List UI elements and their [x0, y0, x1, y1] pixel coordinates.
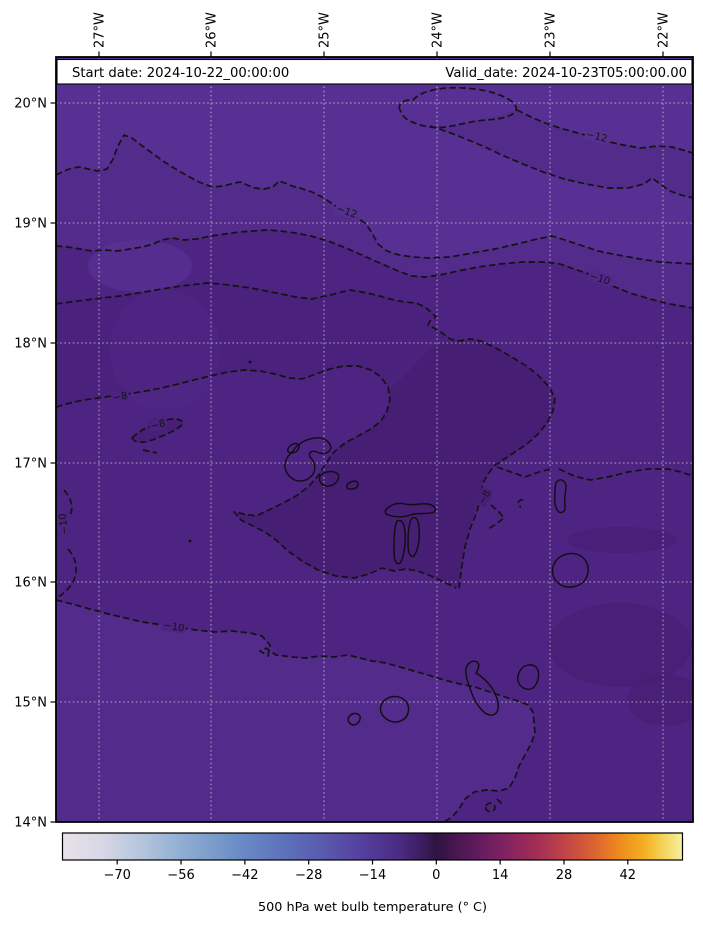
colorbar-ticks: −70 −56 −42 −28 −14 0 14 28 42 [103, 860, 636, 883]
island-santiago [465, 660, 499, 716]
contour-label: −10 [56, 511, 71, 537]
contour-minus12-long [56, 134, 693, 265]
contour-minus12-blob [398, 86, 518, 129]
y-tick-label: 18°N [14, 337, 47, 352]
fill-region-core [234, 340, 554, 588]
colorbar-tick-label: 0 [432, 868, 440, 883]
x-tick-label: 27°W [93, 12, 108, 48]
island-brava [347, 712, 361, 726]
subtle-shade-patches [88, 240, 693, 726]
colorbar-tick-label: 28 [556, 868, 573, 883]
contour-label-text: −10 [58, 513, 71, 535]
x-tick-label: 26°W [205, 12, 220, 48]
date-banner-box [56, 58, 693, 85]
tiny-islet-dot [248, 360, 252, 364]
contour-minus10-south [56, 599, 536, 822]
y-tick-label: 17°N [14, 457, 47, 472]
contour-label-bg [161, 617, 187, 635]
map-border [55, 56, 694, 823]
contour-minus10-left-fragments [56, 489, 78, 599]
y-tick-label: 15°N [14, 696, 47, 711]
contour-minus8-loop [56, 365, 457, 589]
island-maio [517, 664, 540, 690]
valid-date-text: Valid_date: 2024-10-23T05:00:00.00 [445, 66, 687, 81]
island-boa-vista [551, 552, 589, 588]
colorbar-tick-label: −28 [295, 868, 322, 883]
colorbar-tick-label: 42 [620, 868, 637, 883]
colorbar-tick-label: 14 [492, 868, 509, 883]
tiny-islet-dot-2 [188, 539, 192, 543]
contour-minus10-main [56, 229, 693, 309]
fill-region-ne-tongue [430, 110, 693, 198]
coastlines-islands [188, 360, 589, 726]
date-banner: Start date: 2024-10-22_00:00:00 Valid_da… [56, 58, 693, 85]
contour-minus12-lower [429, 125, 693, 199]
contour-label-bg [110, 388, 130, 404]
colorbar-tick-label: −70 [103, 868, 130, 883]
contour-unlabeled-arc [56, 282, 556, 590]
y-tick-label: 16°N [14, 576, 47, 591]
contour-label-bg [583, 127, 611, 145]
contour-fragments-sal-area [486, 466, 693, 531]
contour-label-text: −10 [162, 620, 185, 634]
island-sao-nicolau [384, 502, 436, 565]
colorbar-tick-label: −56 [167, 868, 194, 883]
contour-label-text: −8 [112, 391, 128, 404]
colorbar-tick-label: −14 [359, 868, 386, 883]
contour-label-bg [333, 201, 361, 221]
y-tick-label: 14°N [14, 816, 47, 831]
contour-label-bg [56, 511, 71, 537]
x-tick-label: 24°W [431, 12, 446, 48]
contour-label-bg [474, 486, 494, 508]
contour-label-text: −12 [585, 129, 608, 145]
fill-region-cold [56, 57, 693, 264]
fill-small-pocket [132, 418, 183, 443]
colorbar-tick-label: −42 [231, 868, 258, 883]
latitude-axis: 20°N 19°N 18°N 17°N 16°N 15°N 14°N [14, 97, 56, 831]
contour-label-bg [586, 268, 614, 288]
colorbar-gradient-bar [61, 832, 684, 861]
contour-label-bg [147, 415, 169, 433]
x-tick-label: 22°W [657, 12, 672, 48]
contour-label: −8 [110, 388, 130, 404]
island-santo-antao [284, 437, 332, 482]
x-tick-label: 23°W [544, 12, 559, 48]
start-date-text: Start date: 2024-10-22_00:00:00 [72, 66, 289, 81]
graticule-gridlines [56, 57, 693, 822]
island-sao-vicente [318, 470, 340, 487]
map-plot-area: −12−12−10−8−8−8−10−10 [56, 57, 693, 822]
contour-label-text: −8 [150, 418, 167, 432]
longitude-axis: 27°W 26°W 25°W 24°W 23°W 22°W [93, 12, 672, 57]
colorbar-label: 500 hPa wet bulb temperature (° C) [258, 900, 487, 915]
y-tick-label: 19°N [14, 217, 47, 232]
temperature-contours [56, 86, 693, 822]
y-tick-label: 20°N [14, 97, 47, 112]
colorbar: −70 −56 −42 −28 −14 0 14 28 42 500 hPa wet bulb … [61, 832, 684, 915]
x-tick-label: 25°W [318, 12, 333, 48]
island-sal [553, 479, 567, 514]
island-fogo [379, 695, 410, 723]
contour-label: −10 [161, 617, 187, 635]
contour-level-labels: −12−12−10−8−8−8−10−10 [56, 127, 614, 635]
island-santa-luzia [345, 480, 359, 490]
contour-fragments-south [485, 798, 503, 813]
contour-label: −8 [147, 415, 169, 433]
contour-label: −12 [583, 127, 611, 145]
